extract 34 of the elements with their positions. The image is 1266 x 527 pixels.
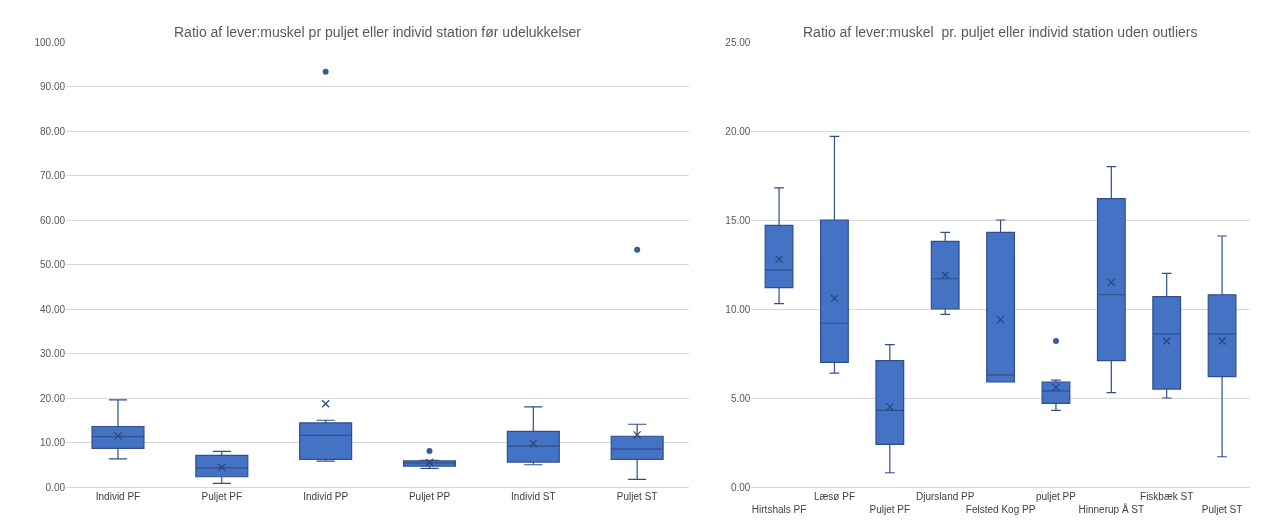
x-tick-label: Puljet PP [408,491,451,502]
x-tick-label: Puljet PF [869,504,911,515]
y-tick-label: 25.00 [725,36,751,48]
chart-title: Ratio af lever:muskel pr puljet eller individ station før udelukkelser [174,24,582,40]
x-tick-label: Djursland PP [916,491,975,502]
x-tick-label: Individ PF [95,491,141,502]
y-tick-label: 0.00 [45,481,66,493]
y-tick-label: 90.00 [40,81,66,92]
x-tick-label: Hirtshals PF [751,504,807,515]
x-tick-label: Fiskbæk ST [1140,491,1194,502]
y-tick-label: 10.00 [725,303,751,315]
y-tick-label: 15.00 [725,214,751,226]
y-tick-label: 0.00 [730,481,751,493]
y-tick-label: 40.00 [40,303,66,315]
y-tick-label: 30.00 [40,348,66,359]
x-tick-label: Puljet ST [1201,504,1243,515]
y-tick-label: 50.00 [40,259,66,270]
x-tick-label: Hinnerup Å ST [1078,503,1145,515]
y-tick-label: 70.00 [40,170,66,181]
x-tick-label: Individ PP [303,491,349,502]
y-tick-label: 80.00 [40,125,66,137]
y-tick-label: 5.00 [730,392,751,404]
x-tick-label: Læsø PF [813,491,855,502]
y-tick-label: 20.00 [725,125,751,137]
y-tick-label: 20.00 [40,392,66,404]
y-tick-label: 10.00 [40,437,66,448]
y-tick-label: 60.00 [40,214,66,226]
x-tick-label: puljet PP [1035,491,1077,502]
x-tick-label: Puljet PF [201,491,243,502]
chart-title: Ratio af lever:muskel pr. puljet eller individ station uden outliers [803,24,1198,40]
x-tick-label: Individ ST [511,491,556,502]
y-tick-label: 100.00 [34,36,66,48]
x-tick-label: Felsted Kog PP [965,504,1036,515]
x-tick-label: Puljet ST [616,491,658,502]
